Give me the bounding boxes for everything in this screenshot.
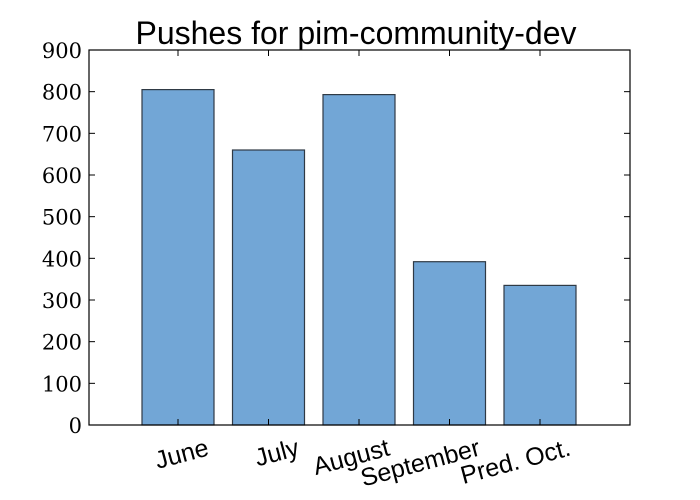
- bar-pred-oct: [503, 284, 577, 426]
- x-tick-label: June: [152, 434, 212, 475]
- y-tick-label: 500: [42, 206, 82, 230]
- bar-june: [141, 88, 215, 426]
- bars-group: [141, 88, 577, 426]
- y-tick-label: 100: [42, 372, 82, 396]
- y-tick-label: 600: [42, 164, 82, 188]
- bar-july: [231, 149, 306, 426]
- x-tick-label: July: [252, 434, 303, 473]
- y-tick-label: 300: [42, 289, 82, 313]
- plot-frame: [88, 49, 631, 426]
- y-axis-ticks: 0 100 200 300 400 500 600 700 800 900: [42, 39, 630, 438]
- y-tick-label: 200: [42, 331, 82, 355]
- y-tick-label: 800: [42, 81, 82, 105]
- y-tick-label: 0: [69, 414, 82, 438]
- bar-august: [322, 93, 396, 426]
- bar-september: [412, 261, 487, 426]
- y-tick-label: 900: [42, 39, 82, 63]
- y-tick-label: 700: [42, 122, 82, 146]
- y-tick-label: 400: [42, 247, 82, 271]
- chart-title: Pushes for pim-community-dev: [135, 15, 576, 51]
